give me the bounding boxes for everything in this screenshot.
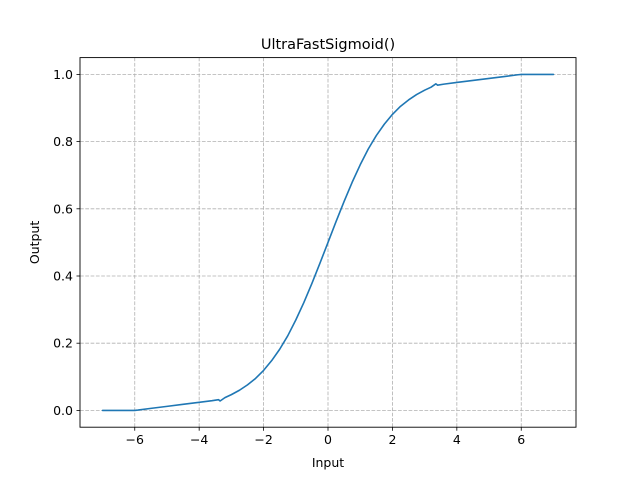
y-axis-label: Output [27, 221, 42, 265]
y-tick-label: 0.4 [53, 269, 73, 284]
grid-layer [80, 57, 576, 428]
x-tick-label: −2 [254, 432, 272, 447]
tick-layer: −6 −4 −2 0 2 4 6 0.0 0.2 0.4 0.6 0.8 1.0 [53, 67, 525, 447]
x-tick-label: 6 [517, 432, 525, 447]
series-line [101, 73, 555, 412]
y-tick-label: 0.8 [53, 134, 73, 149]
x-tick-label: 0 [324, 432, 332, 447]
x-tick-label: −4 [190, 432, 208, 447]
y-tick-label: 0.6 [53, 201, 73, 216]
y-tick-label: 1.0 [53, 67, 73, 82]
x-tick-label: −6 [126, 432, 144, 447]
chart-title: UltraFastSigmoid() [261, 37, 395, 53]
y-tick-label: 0.2 [53, 336, 73, 351]
x-axis-label: Input [312, 455, 344, 470]
y-tick-label: 0.0 [53, 403, 73, 418]
x-tick-label: 4 [453, 432, 461, 447]
series-layer [101, 73, 555, 412]
x-tick-label: 2 [388, 432, 396, 447]
